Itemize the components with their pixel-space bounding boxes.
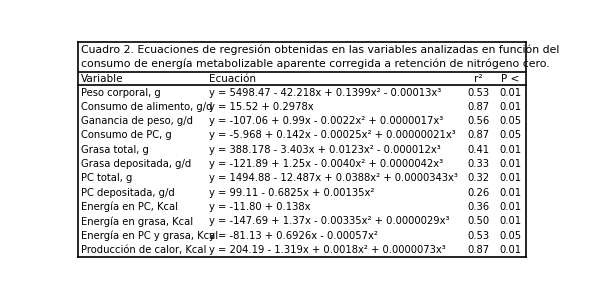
Text: Consumo de alimento, g/d: Consumo de alimento, g/d <box>81 102 212 112</box>
Text: 0.05: 0.05 <box>499 231 522 241</box>
Text: Peso corporal, g: Peso corporal, g <box>81 88 160 98</box>
Text: 0.05: 0.05 <box>499 116 522 126</box>
Text: 0.26: 0.26 <box>467 188 490 198</box>
Text: y = 15.52 + 0.2978x: y = 15.52 + 0.2978x <box>209 102 313 112</box>
Text: 0.01: 0.01 <box>499 245 522 255</box>
Text: 0.36: 0.36 <box>467 202 490 212</box>
Text: y = 1494.88 - 12.487x + 0.0388x² + 0.0000343x³: y = 1494.88 - 12.487x + 0.0388x² + 0.000… <box>209 173 457 183</box>
Text: y = 99.11 - 0.6825x + 0.00135x²: y = 99.11 - 0.6825x + 0.00135x² <box>209 188 374 198</box>
Text: Ganancia de peso, g/d: Ganancia de peso, g/d <box>81 116 192 126</box>
Text: y = 388.178 - 3.403x + 0.0123x² - 0.000012x³: y = 388.178 - 3.403x + 0.0123x² - 0.0000… <box>209 145 440 155</box>
Text: 0.01: 0.01 <box>499 102 522 112</box>
Text: 0.87: 0.87 <box>467 102 490 112</box>
Text: y = -11.80 + 0.138x: y = -11.80 + 0.138x <box>209 202 310 212</box>
Text: 0.87: 0.87 <box>467 130 490 140</box>
Text: y = 5498.47 - 42.218x + 0.1399x² - 0.00013x³: y = 5498.47 - 42.218x + 0.1399x² - 0.000… <box>209 88 441 98</box>
Text: y = -5.968 + 0.142x - 0.00025x² + 0.00000021x³: y = -5.968 + 0.142x - 0.00025x² + 0.0000… <box>209 130 455 140</box>
Text: 0.05: 0.05 <box>499 130 522 140</box>
Text: 0.87: 0.87 <box>467 245 490 255</box>
Text: PC total, g: PC total, g <box>81 173 132 183</box>
Text: Grasa depositada, g/d: Grasa depositada, g/d <box>81 159 191 169</box>
Text: 0.01: 0.01 <box>499 88 522 98</box>
Text: y = -121.89 + 1.25x - 0.0040x² + 0.0000042x³: y = -121.89 + 1.25x - 0.0040x² + 0.00000… <box>209 159 442 169</box>
Text: Cuadro 2. Ecuaciones de regresión obtenidas en las variables analizadas en funci: Cuadro 2. Ecuaciones de regresión obteni… <box>81 45 559 69</box>
Text: 0.01: 0.01 <box>499 202 522 212</box>
Text: 0.32: 0.32 <box>467 173 490 183</box>
Text: Grasa total, g: Grasa total, g <box>81 145 149 155</box>
Text: 0.01: 0.01 <box>499 173 522 183</box>
Text: Energía en PC y grasa, Kcal: Energía en PC y grasa, Kcal <box>81 230 218 241</box>
Text: Consumo de PC, g: Consumo de PC, g <box>81 130 171 140</box>
Text: 0.01: 0.01 <box>499 145 522 155</box>
Text: 0.50: 0.50 <box>467 216 490 226</box>
Text: 0.41: 0.41 <box>467 145 490 155</box>
Text: 0.01: 0.01 <box>499 159 522 169</box>
Text: y = -147.69 + 1.37x - 0.00335x² + 0.0000029x³: y = -147.69 + 1.37x - 0.00335x² + 0.0000… <box>209 216 449 226</box>
Text: 0.53: 0.53 <box>467 88 490 98</box>
Text: 0.01: 0.01 <box>499 188 522 198</box>
Text: 0.53: 0.53 <box>467 231 490 241</box>
Text: Variable: Variable <box>81 73 123 83</box>
Text: y = -107.06 + 0.99x - 0.0022x² + 0.0000017x³: y = -107.06 + 0.99x - 0.0022x² + 0.00000… <box>209 116 443 126</box>
Text: Ecuación: Ecuación <box>209 73 255 83</box>
Text: P <: P < <box>502 73 520 83</box>
Text: 0.33: 0.33 <box>467 159 490 169</box>
Text: 0.01: 0.01 <box>499 216 522 226</box>
Text: Energía en grasa, Kcal: Energía en grasa, Kcal <box>81 216 193 227</box>
Text: Producción de calor, Kcal: Producción de calor, Kcal <box>81 245 206 255</box>
Text: y = -81.13 + 0.6926x - 0.00057x²: y = -81.13 + 0.6926x - 0.00057x² <box>209 231 378 241</box>
Text: r²: r² <box>474 73 483 83</box>
Text: y = 204.19 - 1.319x + 0.0018x² + 0.0000073x³: y = 204.19 - 1.319x + 0.0018x² + 0.00000… <box>209 245 445 255</box>
Text: Energía en PC, Kcal: Energía en PC, Kcal <box>81 202 178 212</box>
Text: 0.56: 0.56 <box>467 116 490 126</box>
Text: PC depositada, g/d: PC depositada, g/d <box>81 188 175 198</box>
